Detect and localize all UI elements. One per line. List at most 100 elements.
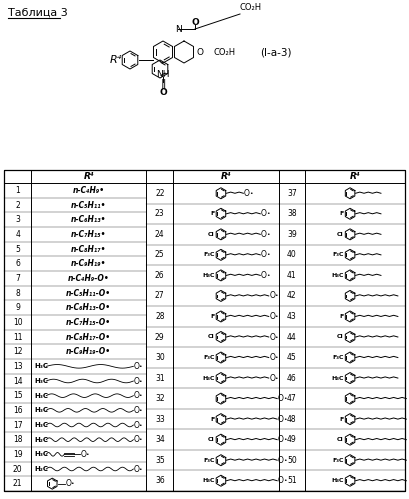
Text: O: O (269, 332, 275, 341)
Text: O: O (278, 435, 283, 444)
Text: F: F (210, 211, 214, 216)
Text: •: • (138, 467, 142, 472)
Text: 1: 1 (15, 186, 20, 195)
Text: H₃C: H₃C (34, 407, 48, 413)
Text: O: O (133, 362, 139, 371)
Text: Cl: Cl (337, 232, 344, 237)
Text: O: O (133, 377, 139, 386)
Text: 3: 3 (15, 215, 20, 224)
Text: O: O (278, 415, 283, 424)
Text: F: F (210, 314, 214, 319)
Text: 41: 41 (287, 271, 297, 280)
Text: H₃C: H₃C (34, 451, 48, 457)
Text: 48: 48 (287, 415, 297, 424)
Bar (4, 170, 405, 491)
Text: n-C₇H₁₅-O•: n-C₇H₁₅-O• (66, 318, 111, 327)
Text: 21: 21 (13, 479, 22, 488)
Text: •: • (266, 252, 269, 257)
Text: 8: 8 (15, 288, 20, 297)
Text: 31: 31 (155, 374, 164, 383)
Text: •: • (274, 334, 278, 339)
Text: •: • (138, 408, 142, 413)
Text: 43: 43 (287, 312, 297, 321)
Text: O: O (133, 406, 139, 415)
Text: F₃C: F₃C (203, 355, 214, 360)
Text: 5: 5 (15, 245, 20, 253)
Text: F: F (339, 314, 344, 319)
Text: 42: 42 (287, 291, 297, 300)
Text: H₃C: H₃C (202, 478, 214, 483)
Text: •: • (266, 232, 269, 237)
Text: H₂C: H₂C (34, 437, 48, 443)
Text: 10: 10 (13, 318, 22, 327)
Text: •: • (249, 191, 252, 196)
Text: •: • (266, 273, 269, 278)
Text: O: O (244, 189, 250, 198)
Text: O: O (269, 291, 275, 300)
Text: •: • (283, 458, 286, 463)
Text: n-C₄H₉-O•: n-C₄H₉-O• (68, 274, 110, 283)
Text: 18: 18 (13, 435, 22, 444)
Text: •: • (283, 417, 286, 422)
Text: 32: 32 (155, 394, 164, 403)
Text: n-C₄H₉•: n-C₄H₉• (73, 186, 105, 195)
Text: 40: 40 (287, 250, 297, 259)
Text: Cl: Cl (208, 232, 214, 237)
Text: H₃C: H₃C (34, 422, 48, 428)
Text: 44: 44 (287, 332, 297, 341)
Text: O: O (261, 271, 267, 280)
Text: F: F (339, 417, 344, 422)
Text: 46: 46 (287, 374, 297, 383)
Text: F₃C: F₃C (203, 252, 214, 257)
Text: n-C₇H₁₅•: n-C₇H₁₅• (71, 230, 107, 239)
Text: R⁴: R⁴ (220, 172, 231, 181)
Text: O: O (269, 374, 275, 383)
Text: O: O (269, 312, 275, 321)
Text: n-C₆H₁₃•: n-C₆H₁₃• (71, 215, 107, 224)
Text: O: O (133, 421, 139, 430)
Text: (I-a-3): (I-a-3) (260, 47, 292, 57)
Text: H₃C: H₃C (331, 273, 344, 278)
Text: H₃C: H₃C (34, 393, 48, 399)
Text: 23: 23 (155, 209, 164, 218)
Text: 47: 47 (287, 394, 297, 403)
Text: 39: 39 (287, 230, 297, 239)
Text: Cl: Cl (337, 334, 344, 339)
Text: F₃C: F₃C (332, 458, 344, 463)
Text: 15: 15 (13, 391, 22, 400)
Text: •: • (85, 452, 89, 457)
Text: O: O (191, 17, 199, 26)
Text: 25: 25 (155, 250, 164, 259)
Text: O: O (278, 456, 283, 465)
Text: 24: 24 (155, 230, 164, 239)
Text: NH: NH (156, 69, 170, 78)
Text: O: O (133, 435, 139, 444)
Text: H₃C: H₃C (202, 273, 214, 278)
Text: H₃C: H₃C (331, 376, 344, 381)
Text: 38: 38 (287, 209, 297, 218)
Text: •: • (283, 396, 286, 401)
Text: ‖: ‖ (160, 79, 166, 89)
Text: O: O (80, 450, 86, 459)
Text: R⁴: R⁴ (350, 172, 360, 181)
Text: •: • (138, 423, 142, 428)
Text: O: O (278, 476, 283, 485)
Text: H₃C: H₃C (331, 478, 344, 483)
Text: 14: 14 (13, 377, 22, 386)
Text: •: • (283, 478, 286, 483)
Text: F: F (210, 417, 214, 422)
Text: O: O (261, 250, 267, 259)
Text: 12: 12 (13, 347, 22, 356)
Text: 19: 19 (13, 450, 22, 459)
Text: •: • (274, 376, 278, 381)
Text: H₃C: H₃C (34, 378, 48, 384)
Text: n-C₆H₁₃-O•: n-C₆H₁₃-O• (66, 303, 111, 312)
Text: 49: 49 (287, 435, 297, 444)
Text: O: O (261, 230, 267, 239)
Text: H₂C: H₂C (34, 466, 48, 472)
Text: H₃C: H₃C (202, 376, 214, 381)
Text: 20: 20 (13, 465, 22, 474)
Text: 51: 51 (287, 476, 297, 485)
Text: F₃C: F₃C (332, 355, 344, 360)
Text: n-C₉H₁₉•: n-C₉H₁₉• (71, 259, 107, 268)
